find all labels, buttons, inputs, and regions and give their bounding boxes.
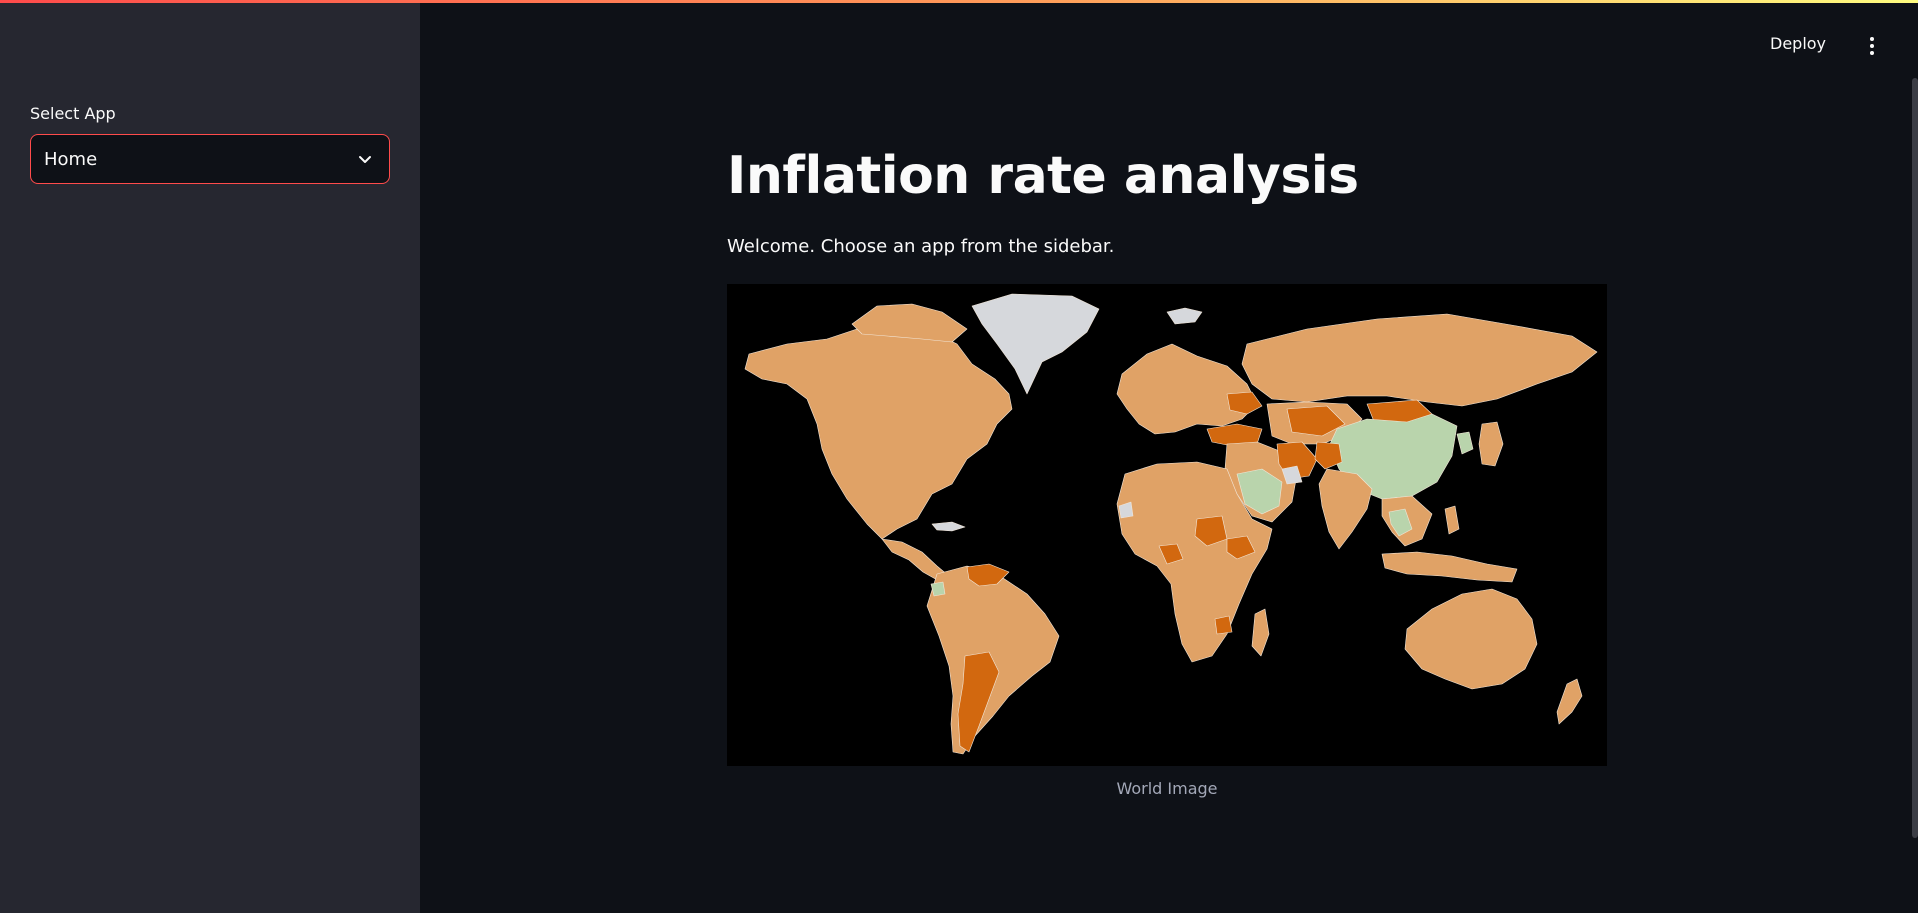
map-region-thailand [1388, 508, 1413, 537]
page-title: Inflation rate analysis [727, 146, 1359, 206]
more-vertical-icon[interactable] [1862, 34, 1882, 58]
map-region-north-america [744, 323, 1013, 540]
map-region-india [1318, 468, 1373, 550]
map-region-caribbean [931, 521, 966, 532]
welcome-text: Welcome. Choose an app from the sidebar. [727, 236, 1115, 257]
app-select-dropdown[interactable]: Home [30, 134, 390, 184]
select-app-label: Select App [30, 104, 116, 123]
map-region-korea [1456, 431, 1474, 455]
map-region-indonesia [1381, 551, 1518, 583]
chevron-down-icon [357, 151, 373, 167]
map-region-iceland [1166, 307, 1203, 325]
map-region-greenland [971, 293, 1100, 395]
map-region-japan [1478, 421, 1504, 467]
map-region-arctic-islands [851, 303, 968, 343]
map-region-ecuador [930, 581, 946, 597]
map-region-russia [1241, 313, 1598, 407]
map-region-ukraine [1226, 391, 1263, 415]
map-region-kazakhstan [1286, 405, 1346, 437]
sidebar: Select App Home [0, 0, 420, 913]
map-region-saudi-arabia [1236, 468, 1283, 515]
map-region-africa [1116, 461, 1273, 663]
map-region-nigeria [1158, 543, 1184, 565]
map-region-argentina [957, 651, 1000, 753]
scrollbar[interactable] [1912, 78, 1918, 838]
app-select-value: Home [44, 148, 98, 170]
image-caption: World Image [1116, 779, 1218, 798]
map-region-afghanistan [1314, 441, 1343, 470]
map-region-gulf-nodata [1281, 465, 1303, 485]
map-region-new-zealand [1556, 678, 1583, 725]
map-region-madagascar [1251, 608, 1270, 657]
map-region-australia [1404, 588, 1538, 690]
map-region-sudan [1194, 515, 1228, 547]
map-region-venezuela [966, 563, 1010, 587]
deploy-button[interactable]: Deploy [1770, 34, 1827, 53]
map-region-ethiopia [1226, 535, 1256, 560]
map-region-europe [1116, 343, 1258, 435]
world-map-image [727, 284, 1607, 766]
map-region-philippines [1444, 505, 1460, 535]
map-region-west-africa-nodata [1118, 501, 1134, 519]
top-accent-bar [0, 0, 1918, 3]
map-region-zimbabwe [1214, 615, 1233, 635]
